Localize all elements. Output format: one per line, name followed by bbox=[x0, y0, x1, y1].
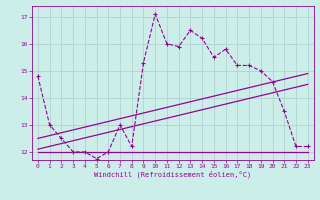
X-axis label: Windchill (Refroidissement éolien,°C): Windchill (Refroidissement éolien,°C) bbox=[94, 171, 252, 178]
